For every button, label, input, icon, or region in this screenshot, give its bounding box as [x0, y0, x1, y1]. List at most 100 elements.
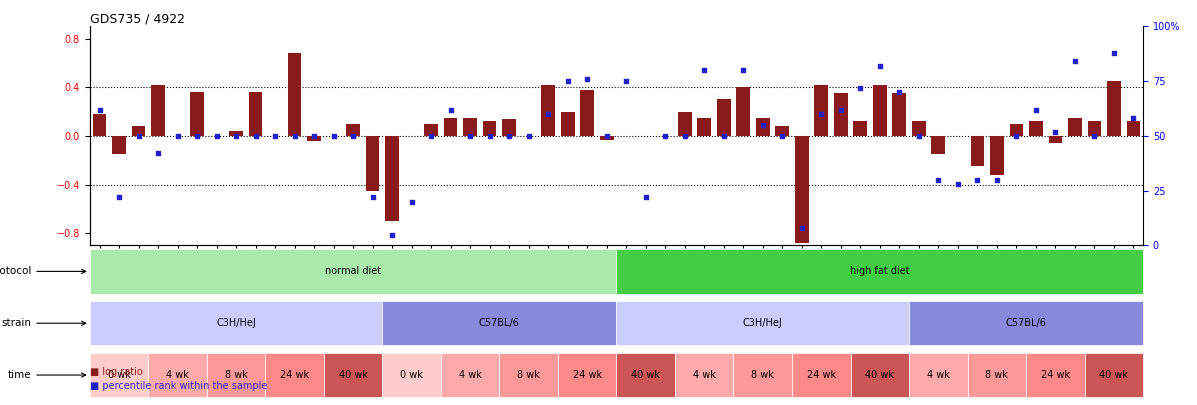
- Text: 24 wk: 24 wk: [807, 370, 836, 380]
- Bar: [1068, 117, 1082, 136]
- Bar: [385, 136, 399, 221]
- Point: [247, 133, 266, 139]
- Point: [440, 107, 460, 113]
- Point: [773, 133, 792, 139]
- Bar: [482, 121, 497, 136]
- Bar: [558, 353, 616, 397]
- Point: [148, 150, 168, 157]
- Text: 4 wk: 4 wk: [693, 370, 716, 380]
- Point: [461, 133, 480, 139]
- Bar: [424, 124, 438, 136]
- Point: [558, 78, 577, 84]
- Bar: [600, 136, 614, 140]
- Bar: [561, 111, 575, 136]
- Point: [851, 85, 870, 91]
- Text: 40 wk: 40 wk: [865, 370, 894, 380]
- Bar: [1009, 124, 1023, 136]
- Bar: [814, 85, 828, 136]
- Bar: [736, 87, 751, 136]
- Bar: [132, 126, 145, 136]
- Text: 8 wk: 8 wk: [985, 370, 1008, 380]
- Bar: [463, 117, 476, 136]
- Point: [188, 133, 207, 139]
- Text: 24 wk: 24 wk: [280, 370, 309, 380]
- Point: [129, 133, 148, 139]
- Bar: [581, 90, 594, 136]
- Bar: [1088, 121, 1101, 136]
- Point: [519, 133, 539, 139]
- Bar: [1107, 81, 1120, 136]
- Bar: [541, 85, 555, 136]
- Point: [266, 133, 285, 139]
- Point: [988, 177, 1007, 183]
- Point: [734, 67, 753, 73]
- Bar: [1026, 353, 1084, 397]
- Point: [870, 62, 889, 69]
- Text: growth protocol: growth protocol: [0, 266, 86, 276]
- Bar: [1126, 121, 1141, 136]
- Point: [812, 111, 831, 117]
- Point: [402, 198, 421, 205]
- Bar: [909, 353, 967, 397]
- Bar: [734, 353, 792, 397]
- Bar: [346, 124, 360, 136]
- Bar: [151, 85, 165, 136]
- Text: 24 wk: 24 wk: [572, 370, 602, 380]
- Text: 40 wk: 40 wk: [631, 370, 661, 380]
- Point: [539, 111, 558, 117]
- Bar: [851, 353, 909, 397]
- Text: high fat diet: high fat diet: [850, 266, 910, 276]
- Text: strain: strain: [1, 318, 86, 328]
- Text: GDS735 / 4922: GDS735 / 4922: [90, 12, 184, 25]
- Point: [753, 122, 772, 128]
- Bar: [616, 301, 909, 345]
- Point: [715, 133, 734, 139]
- Bar: [873, 85, 887, 136]
- Point: [1065, 58, 1084, 65]
- Text: 40 wk: 40 wk: [339, 370, 367, 380]
- Bar: [230, 131, 243, 136]
- Bar: [308, 136, 321, 141]
- Point: [344, 133, 363, 139]
- Point: [1105, 49, 1124, 56]
- Point: [967, 177, 986, 183]
- Point: [1007, 133, 1026, 139]
- Point: [910, 133, 929, 139]
- Text: 8 wk: 8 wk: [752, 370, 774, 380]
- Bar: [757, 117, 770, 136]
- Bar: [382, 353, 440, 397]
- Point: [421, 133, 440, 139]
- Bar: [1049, 136, 1062, 143]
- Bar: [990, 136, 1003, 175]
- Point: [948, 181, 967, 188]
- Point: [831, 107, 850, 113]
- Bar: [324, 353, 382, 397]
- Bar: [616, 249, 1143, 294]
- Text: 40 wk: 40 wk: [1099, 370, 1129, 380]
- Bar: [971, 136, 984, 166]
- Text: normal diet: normal diet: [326, 266, 381, 276]
- Point: [90, 107, 109, 113]
- Bar: [382, 301, 616, 345]
- Text: 0 wk: 0 wk: [108, 370, 130, 380]
- Bar: [1084, 353, 1143, 397]
- Point: [929, 177, 948, 183]
- Text: C3H/HeJ: C3H/HeJ: [217, 318, 256, 328]
- Point: [363, 194, 382, 200]
- Text: ■ percentile rank within the sample: ■ percentile rank within the sample: [90, 381, 267, 391]
- Point: [792, 225, 812, 231]
- Point: [616, 78, 636, 84]
- Bar: [678, 111, 692, 136]
- Bar: [834, 93, 847, 136]
- Point: [383, 231, 402, 238]
- Point: [597, 133, 616, 139]
- Bar: [148, 353, 207, 397]
- Bar: [675, 353, 734, 397]
- Bar: [366, 136, 379, 191]
- Bar: [90, 249, 616, 294]
- Text: 8 wk: 8 wk: [225, 370, 248, 380]
- Text: 24 wk: 24 wk: [1041, 370, 1070, 380]
- Bar: [266, 353, 324, 397]
- Text: 0 wk: 0 wk: [400, 370, 423, 380]
- Point: [480, 133, 499, 139]
